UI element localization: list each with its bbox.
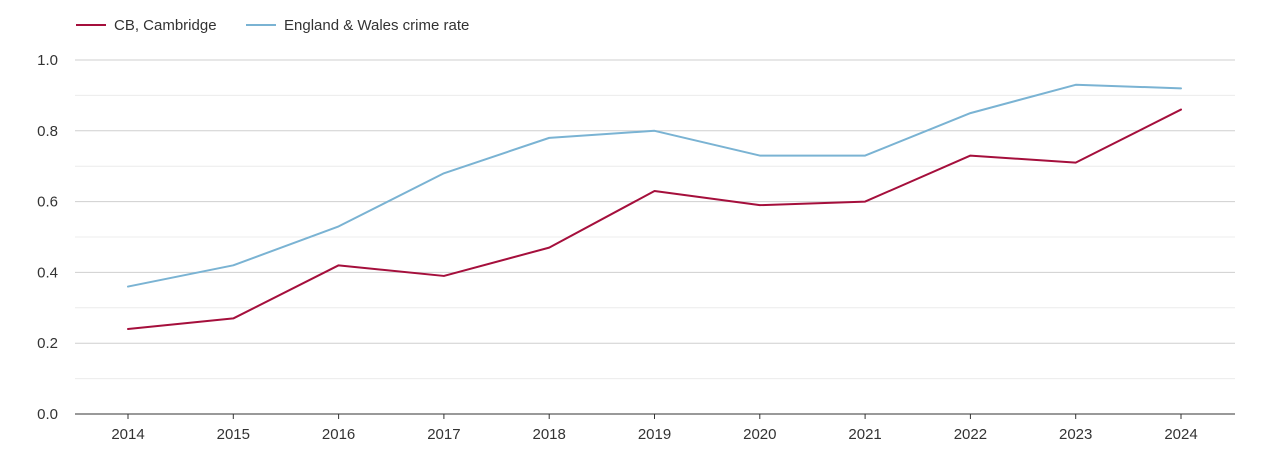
y-tick-label: 0.2 (37, 335, 58, 352)
x-tick-label: 2021 (848, 426, 881, 443)
axis-layer: 0.0 0.2 0.4 0.6 0.8 1.0 2014 2015 2016 2017 2018 20… (37, 52, 1235, 443)
series-line-0 (127, 108, 1182, 331)
x-tick-label: 2024 (1164, 426, 1197, 443)
y-tick-label: 0.4 (37, 264, 58, 281)
series-line-1 (127, 83, 1182, 288)
x-tick-label: 2020 (743, 426, 776, 443)
series-layer (127, 83, 1182, 331)
y-tick-label: 1.0 (37, 52, 58, 69)
x-tick-label: 2023 (1059, 426, 1092, 443)
x-tick-label: 2019 (638, 426, 671, 443)
legend-label: England & Wales crime rate (284, 17, 469, 34)
x-tick-label: 2015 (217, 426, 250, 443)
grid-layer (75, 59, 1235, 380)
x-tick-label: 2014 (111, 426, 144, 443)
y-tick-label: 0.6 (37, 194, 58, 211)
legend-label: CB, Cambridge (114, 17, 217, 34)
x-tick-label: 2018 (533, 426, 566, 443)
legend: CB, Cambridge England & Wales crime rate (76, 17, 469, 34)
x-tick-label: 2017 (427, 426, 460, 443)
x-tick-label: 2022 (954, 426, 987, 443)
y-tick-label: 0.8 (37, 123, 58, 140)
x-tick-label: 2016 (322, 426, 355, 443)
y-tick-label: 0.0 (37, 406, 58, 423)
